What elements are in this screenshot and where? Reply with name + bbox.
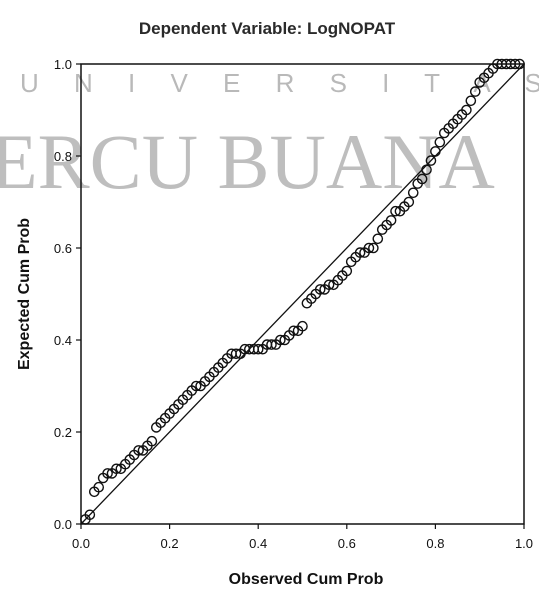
plot-area: 0.0 0.2 0.4 0.6 0.8 1.0 0.0 0.2 0.4 0.6 0.8 1.0 bbox=[54, 57, 533, 551]
y-tick-label: 1.0 bbox=[54, 57, 72, 72]
data-point bbox=[93, 481, 105, 493]
data-point bbox=[111, 463, 122, 475]
watermark-line-2: ERCU BUANA bbox=[0, 118, 495, 205]
reference-line bbox=[80, 63, 525, 525]
data-point bbox=[133, 445, 144, 456]
data-point bbox=[368, 242, 379, 254]
data-points bbox=[80, 58, 525, 525]
data-point bbox=[84, 509, 96, 521]
data-point bbox=[323, 279, 335, 291]
x-tick-label: 0.2 bbox=[161, 536, 179, 551]
x-tick-label: 0.8 bbox=[426, 536, 444, 551]
y-tick-label: 0.2 bbox=[54, 425, 72, 440]
data-point bbox=[230, 348, 242, 360]
data-point bbox=[297, 320, 308, 332]
data-point bbox=[385, 215, 397, 226]
watermark-line-1: U N I V E R S I T A S bbox=[20, 68, 539, 98]
data-point bbox=[390, 205, 401, 217]
y-tick-label: 0.6 bbox=[54, 241, 72, 256]
data-point bbox=[266, 339, 277, 350]
y-tick-label: 0.0 bbox=[54, 517, 72, 532]
data-point bbox=[461, 104, 472, 116]
data-point bbox=[425, 155, 437, 166]
data-point bbox=[403, 196, 415, 208]
x-tick-label: 0.4 bbox=[249, 536, 267, 551]
x-tick-label: 1.0 bbox=[515, 536, 533, 551]
y-axis-label: Expected Cum Prob bbox=[16, 218, 33, 370]
data-point bbox=[314, 284, 326, 295]
data-point bbox=[509, 58, 521, 70]
data-point bbox=[363, 242, 375, 254]
data-point bbox=[421, 164, 432, 176]
y-tick-label: 0.8 bbox=[54, 149, 72, 164]
data-point bbox=[252, 343, 264, 355]
data-point bbox=[514, 58, 525, 70]
data-point bbox=[469, 86, 481, 97]
x-tick-label: 0.0 bbox=[72, 536, 90, 551]
data-point bbox=[430, 146, 441, 157]
data-point bbox=[146, 435, 158, 447]
data-point bbox=[275, 334, 286, 346]
data-point bbox=[354, 247, 366, 258]
data-point bbox=[465, 95, 477, 107]
data-point bbox=[407, 187, 419, 199]
x-tick-label: 0.6 bbox=[338, 536, 356, 551]
data-point bbox=[341, 265, 353, 277]
data-point bbox=[190, 380, 202, 392]
axis-ticks: 0.0 0.2 0.4 0.6 0.8 1.0 0.0 0.2 0.4 0.6 0.8 1.0 bbox=[54, 57, 533, 551]
data-point bbox=[102, 468, 113, 479]
data-point bbox=[372, 233, 384, 245]
chart-title: Dependent Variable: LogNOPAT bbox=[139, 19, 396, 38]
x-axis-label: Observed Cum Prob bbox=[229, 571, 384, 588]
plot-frame bbox=[80, 63, 525, 525]
y-tick-label: 0.4 bbox=[54, 333, 72, 348]
data-point bbox=[288, 325, 299, 337]
data-point bbox=[416, 173, 428, 185]
data-point bbox=[434, 136, 446, 148]
